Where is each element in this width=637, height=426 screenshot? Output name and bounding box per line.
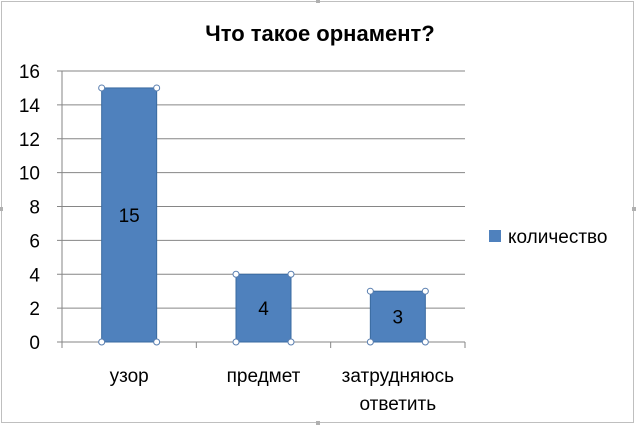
y-tick-label: 0 [29,333,40,354]
bar-handle [287,270,295,278]
y-tick-label: 8 [29,198,40,219]
x-tick-label: затрудняюсь [342,366,454,387]
bar-handle [98,338,106,346]
bar [101,87,158,343]
x-axis-ticks: узор предмет затрудняюсь ответить [61,342,466,415]
resize-handle-right[interactable] [632,207,636,211]
bar-handle [98,84,106,92]
bar-handle [232,270,240,278]
y-tick-label: 10 [19,164,40,185]
bar-handle [421,338,429,346]
x-tick-label: ответить [360,394,437,415]
bar [369,290,426,343]
bar-handle [421,287,429,295]
legend-swatch [489,230,501,242]
y-tick-label: 2 [29,299,40,320]
data-label: 3 [393,308,404,329]
bar-handle [232,338,240,346]
chart-title: Что такое орнамент? [205,21,434,46]
resize-handle-left[interactable] [0,207,3,211]
y-tick-label: 4 [29,265,40,286]
bar-handle [366,338,374,346]
bars: 154 3 [98,84,429,346]
y-tick-label: 12 [19,130,40,151]
legend-label: количество [508,227,608,248]
y-axis-ticks: 0 2 4 6 8 10 12 14 16 [19,62,62,354]
bar-handle [287,338,295,346]
data-label: 15 [119,206,140,227]
bar-handle [153,338,161,346]
resize-handle-top[interactable] [316,0,320,3]
bar-handle [153,84,161,92]
data-label: 4 [258,299,269,320]
bar [235,273,292,343]
bar-handle [366,287,374,295]
resize-handle-bottom[interactable] [316,421,320,425]
y-tick-label: 16 [19,62,40,83]
y-tick-label: 14 [19,96,41,117]
x-tick-label: узор [110,366,149,387]
x-tick-label: предмет [227,366,301,387]
legend: количество [489,227,608,248]
y-tick-label: 6 [29,231,40,252]
